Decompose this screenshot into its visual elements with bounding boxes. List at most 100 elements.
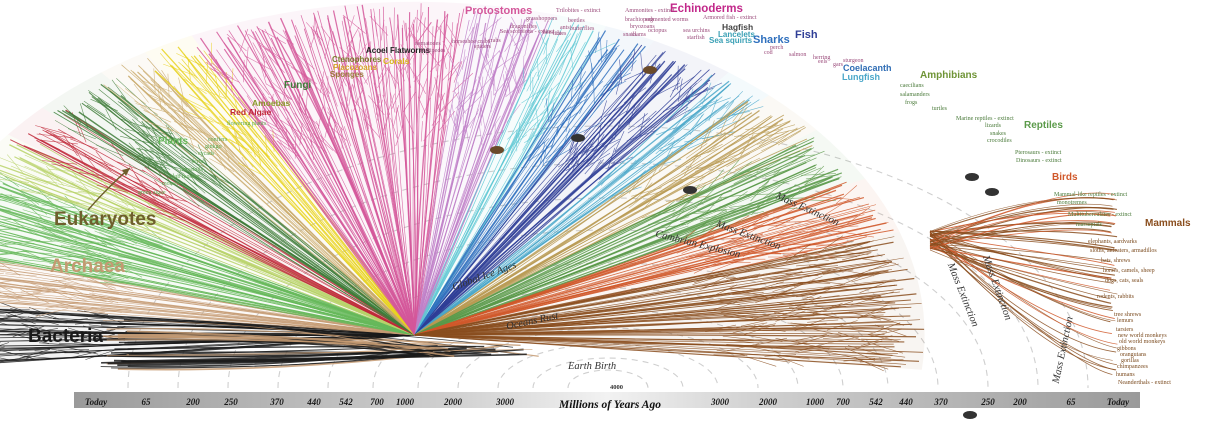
reptiles-twig: [660, 225, 689, 236]
birds-twig: [714, 252, 748, 255]
mammals-twig: [845, 240, 874, 250]
fungi-twig: [120, 118, 151, 130]
fungi-twig: [147, 160, 181, 169]
mammals-branch: [929, 234, 1112, 279]
amphibians-twig: [775, 127, 798, 144]
mammals-twig: [732, 324, 764, 334]
reptiles-twig: [804, 172, 830, 186]
birds-twig: [783, 220, 818, 223]
animal-taxon-label: gars: [833, 62, 843, 68]
birds-branch: [414, 203, 870, 336]
animal-taxon-label: sturgeon: [843, 58, 864, 64]
animal-taxon-label: perch: [770, 45, 784, 51]
plant-taxon-label: club mosses: [170, 174, 200, 180]
echinoderms-twig: [479, 104, 482, 126]
corals-twig: [237, 162, 265, 177]
amoebas-twig: [46, 198, 80, 203]
fungi-twig: [120, 135, 154, 145]
protostomes-twig: [441, 91, 460, 112]
sponges-twig: [141, 80, 173, 93]
archaea-twig: [71, 306, 103, 310]
archaea-twig: [2, 279, 34, 282]
sharks-branch: [414, 49, 625, 336]
red-algae-twig: [155, 212, 186, 221]
archaea-twig: [25, 288, 58, 290]
mammals-branch: [929, 235, 1115, 276]
sharks-branch: [414, 50, 614, 336]
protostomes-twig: [431, 105, 445, 126]
mammals-branch: [929, 233, 1113, 361]
mammals-twig: [808, 268, 838, 277]
fungi-twig: [88, 90, 111, 106]
amphibians-branch: [414, 125, 805, 336]
birds-twig: [741, 215, 769, 227]
fish-twig: [637, 110, 657, 128]
amoebas-branch: [0, 172, 416, 336]
echinoderms-twig: [506, 28, 520, 52]
protostomes-branch: [199, 37, 416, 336]
mammals-branch: [929, 234, 1115, 266]
axis-title: Millions of Years Ago: [559, 399, 661, 411]
reptiles-twig: [785, 142, 812, 154]
lancelets-twig: [543, 34, 551, 55]
protostomes-twig: [340, 101, 354, 122]
amoebas-twig: [110, 207, 137, 220]
fungi-branch: [97, 97, 416, 336]
red-algae-twig: [110, 142, 126, 163]
mammals-twig: [786, 243, 811, 262]
plants-branch: [0, 250, 416, 336]
amphibians-branch: [414, 115, 772, 336]
mammals-branch: [414, 315, 911, 336]
echinoderms-branch: [414, 31, 541, 336]
mammals-twig: [818, 235, 844, 253]
birds-twig: [707, 238, 736, 250]
corals-twig: [195, 61, 217, 78]
reptiles-twig: [747, 193, 784, 196]
birds-twig: [734, 227, 760, 242]
amoebas-twig: [36, 168, 61, 182]
protostomes-twig: [416, 17, 436, 39]
red-algae-branch: [40, 139, 416, 336]
pterosaur-silhouette: [985, 188, 999, 196]
lungfish-twig: [702, 82, 712, 105]
mammals-twig: [773, 354, 804, 367]
bacteria-twig: [17, 334, 50, 344]
fish-twig: [640, 53, 644, 78]
plants-twig: [67, 255, 102, 258]
mammals-twig: [774, 306, 806, 319]
sharks-twig: [556, 111, 579, 129]
echinoderms-branch: [414, 19, 498, 336]
archaea-twig: [5, 302, 38, 305]
dinosaur-silhouette: [965, 173, 979, 181]
eukaryotes-label: Eukaryotes: [54, 209, 157, 230]
sharks-twig: [605, 39, 608, 62]
bacteria-twig: [39, 342, 71, 346]
protostomes-twig: [324, 115, 331, 138]
plants-twig: [0, 172, 19, 188]
sponges-twig: [187, 142, 213, 156]
mammals-twig: [859, 281, 889, 294]
archaea-twig: [76, 294, 107, 302]
mammals-branch: [929, 249, 1112, 309]
archaea-twig: [91, 292, 123, 299]
fungi-twig: [145, 156, 171, 170]
animal-taxon-label: octopus: [648, 28, 667, 34]
hagfish-label: Hagfish: [722, 22, 754, 32]
archaea-twig: [59, 290, 89, 302]
protostomes-twig: [417, 96, 428, 118]
mammal-taxon-label: tarsiers: [1116, 327, 1134, 333]
reptiles-twig: [706, 192, 725, 213]
red-algae-twig: [144, 166, 165, 184]
archaea-branch: [0, 284, 416, 336]
mammals-branch: [414, 284, 896, 336]
axis-tick-right: 2000: [759, 397, 777, 407]
plants-twig: [0, 208, 11, 211]
archaea-twig: [100, 307, 132, 311]
animal-taxon-label: eels: [818, 59, 828, 65]
reptiles-twig: [670, 228, 698, 241]
mammals-twig: [806, 265, 839, 269]
protostomes-twig: [282, 29, 293, 50]
red-algae-twig: [146, 206, 177, 215]
archaea-twig: [45, 301, 79, 309]
amphibians-twig: [707, 136, 727, 154]
